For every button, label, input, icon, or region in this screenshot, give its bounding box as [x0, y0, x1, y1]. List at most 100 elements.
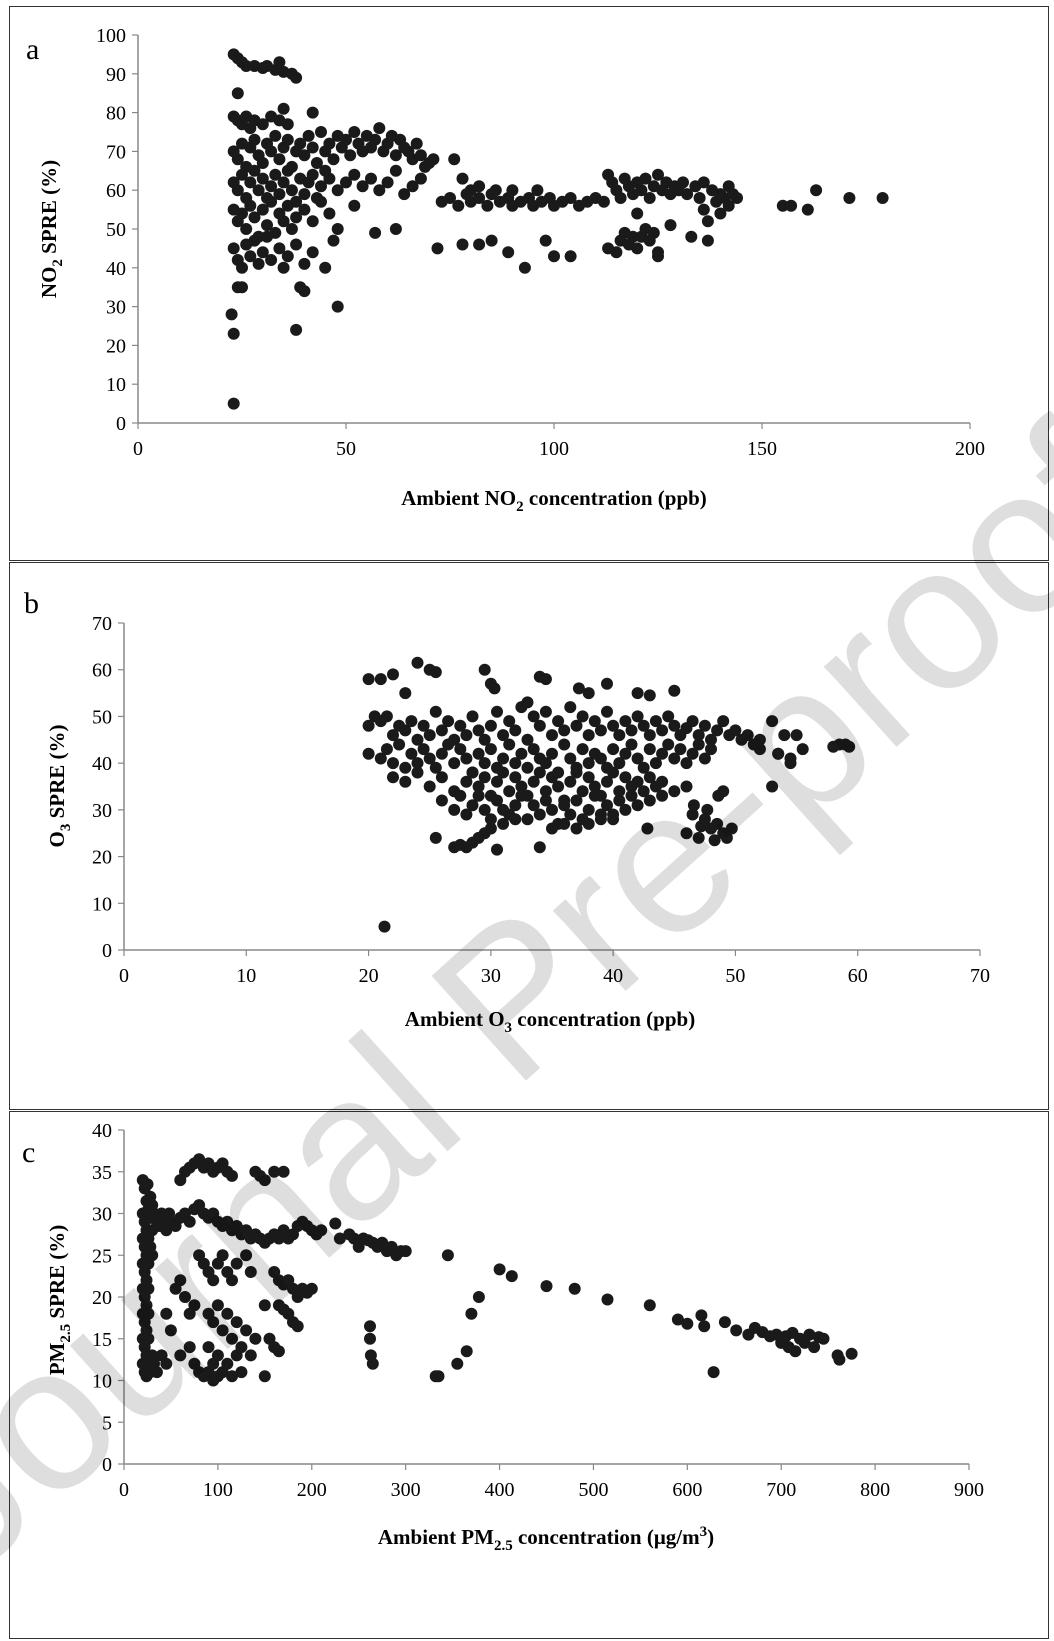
x-tick-label: 800 — [860, 1479, 890, 1501]
data-point — [290, 71, 303, 84]
data-point — [546, 771, 558, 784]
y-tick-label: 10 — [92, 893, 112, 915]
data-point — [302, 129, 315, 142]
data-point — [389, 223, 402, 235]
data-point — [668, 684, 681, 697]
data-point — [310, 157, 323, 169]
data-point — [240, 60, 253, 72]
data-point — [741, 729, 754, 742]
data-point — [687, 799, 700, 812]
data-point — [509, 799, 522, 812]
data-point — [637, 719, 650, 732]
x-axis-label: Ambient O3 concentration (ppb) — [405, 1007, 695, 1036]
data-point — [558, 799, 571, 812]
data-point — [319, 261, 332, 274]
data-point — [607, 719, 620, 732]
data-point — [568, 1282, 581, 1295]
data-point — [656, 724, 669, 737]
data-point — [244, 1266, 257, 1278]
data-point — [493, 1263, 506, 1276]
data-point — [226, 1169, 238, 1182]
data-point — [564, 752, 577, 765]
data-point — [230, 1257, 243, 1270]
data-point — [465, 1307, 478, 1320]
data-point — [697, 176, 710, 189]
data-point — [405, 715, 418, 728]
data-point — [389, 164, 402, 177]
data-point — [240, 1324, 253, 1337]
data-point — [411, 757, 424, 770]
data-point — [570, 822, 583, 835]
data-point — [686, 808, 699, 821]
data-point — [515, 789, 528, 802]
data-point — [614, 192, 627, 204]
data-point — [269, 129, 282, 142]
x-tick-label: 400 — [485, 1479, 515, 1501]
x-tick-label: 100 — [203, 1479, 233, 1501]
data-point — [705, 733, 717, 746]
data-point — [269, 168, 282, 181]
data-point — [226, 1274, 238, 1287]
data-point — [393, 738, 406, 751]
y-tick-label: 50 — [92, 706, 112, 728]
data-point — [298, 203, 311, 216]
data-point — [423, 729, 436, 742]
data-point — [417, 743, 430, 756]
data-point — [613, 757, 626, 770]
data-point — [625, 789, 638, 802]
data-point — [306, 106, 319, 119]
data-point — [539, 705, 552, 718]
data-point — [454, 743, 467, 756]
data-point — [607, 743, 620, 756]
data-point — [472, 1291, 485, 1303]
data-point — [265, 254, 278, 266]
data-point — [290, 323, 303, 336]
data-point — [649, 757, 662, 770]
data-point — [613, 785, 626, 798]
data-point — [790, 729, 803, 742]
data-point — [601, 1293, 614, 1306]
data-point — [411, 656, 424, 669]
data-point — [244, 250, 257, 263]
data-point — [521, 733, 534, 746]
data-point — [323, 137, 336, 150]
data-point — [698, 752, 711, 765]
data-point — [662, 710, 675, 723]
y-tick-label: 70 — [106, 141, 126, 163]
data-point — [248, 133, 261, 146]
data-point — [506, 184, 519, 197]
data-point — [484, 813, 497, 826]
data-point — [265, 145, 278, 158]
data-point — [429, 761, 442, 774]
data-point — [695, 820, 708, 833]
data-point — [497, 766, 510, 779]
data-point — [441, 1249, 454, 1262]
data-point — [717, 715, 730, 728]
data-point — [503, 738, 516, 751]
data-point — [817, 1332, 830, 1345]
data-point — [701, 803, 714, 816]
y-axis-label: NO2 SPRE (%) — [37, 160, 66, 298]
x-axis-label: Ambient NO2 concentration (ppb) — [401, 486, 707, 515]
data-point — [552, 780, 565, 793]
data-point — [327, 153, 340, 166]
y-tick-label: 5 — [102, 1412, 112, 1434]
data-point — [843, 740, 856, 753]
data-point — [473, 192, 486, 204]
data-point — [285, 184, 298, 197]
data-point — [717, 785, 730, 798]
data-point — [225, 308, 238, 321]
data-point — [570, 794, 583, 807]
data-point — [369, 133, 382, 146]
data-point — [244, 199, 257, 212]
data-point — [236, 207, 248, 220]
x-tick-label: 70 — [970, 965, 990, 987]
data-point — [505, 1270, 518, 1283]
data-point — [652, 168, 664, 181]
data-point — [473, 238, 486, 251]
data-point — [722, 199, 735, 212]
data-point — [236, 168, 248, 181]
data-point — [240, 223, 253, 235]
y-tick-label: 40 — [106, 258, 126, 280]
data-point — [294, 137, 307, 150]
